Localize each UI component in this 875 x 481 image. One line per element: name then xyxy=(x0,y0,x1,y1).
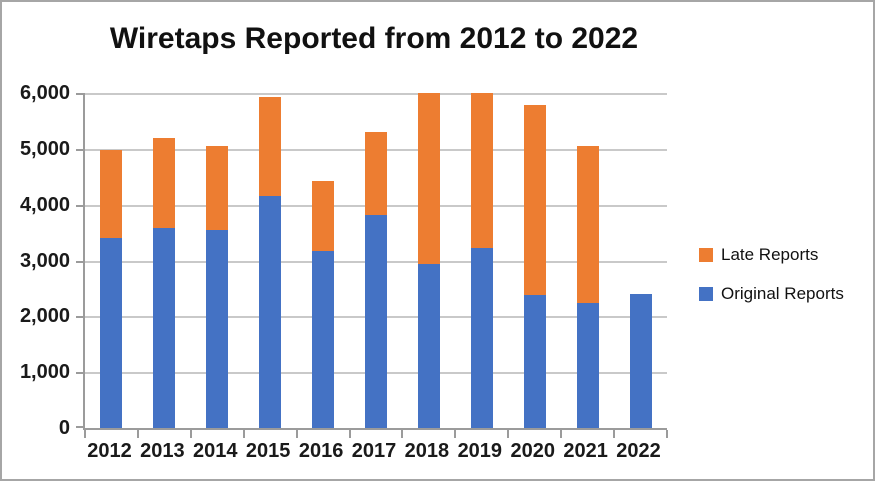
x-axis-tick xyxy=(189,430,192,438)
bar-2020-original-reports xyxy=(523,295,546,428)
bar-2016-late-reports xyxy=(312,181,335,252)
bar-2014-original-reports xyxy=(206,229,229,428)
bar-2019-original-reports xyxy=(470,247,493,428)
y-axis-label: 1,000 xyxy=(19,361,70,384)
bar-2013-late-reports xyxy=(153,137,176,229)
x-axis-label: 2017 xyxy=(351,440,397,462)
x-axis-tick xyxy=(560,430,563,438)
y-axis-tick xyxy=(76,372,85,375)
x-axis-tick xyxy=(84,430,86,438)
bar-2018-late-reports xyxy=(417,93,440,265)
x-axis-label: 2014 xyxy=(193,440,238,462)
bar-2020-late-reports xyxy=(523,105,546,296)
x-axis-tick xyxy=(295,430,298,438)
y-axis-label: 4,000 xyxy=(19,193,70,216)
y-axis-tick xyxy=(76,93,85,95)
bar-2012-late-reports xyxy=(100,150,123,239)
y-axis-tick xyxy=(76,316,85,319)
bar-2021-original-reports xyxy=(576,302,599,428)
bar-2016-original-reports xyxy=(312,251,335,428)
plot-area xyxy=(76,93,668,438)
x-axis-label: 2012 xyxy=(87,440,132,462)
bar-2013-original-reports xyxy=(153,228,176,428)
y-axis-label: 6,000 xyxy=(19,82,70,104)
y-axis-tick xyxy=(76,260,85,263)
y-axis-tick xyxy=(76,204,85,207)
x-axis-tick xyxy=(454,430,457,438)
x-axis-tick xyxy=(401,430,404,438)
legend-label: Original Reports xyxy=(721,284,844,303)
bar-2012-original-reports xyxy=(100,238,123,428)
y-axis-tick xyxy=(76,426,85,428)
x-axis-label: 2021 xyxy=(563,440,608,462)
x-axis-label: 2020 xyxy=(510,440,555,462)
bar-2018-original-reports xyxy=(417,264,440,428)
bar-2021-late-reports xyxy=(576,146,599,303)
x-axis-tick xyxy=(507,430,510,438)
legend: Late Reports Original Reports xyxy=(699,245,844,323)
bar-2015-late-reports xyxy=(259,97,282,197)
y-axis-label: 5,000 xyxy=(19,137,70,160)
x-axis-label: 2016 xyxy=(298,440,344,462)
bar-2017-original-reports xyxy=(365,215,387,428)
bar-2015-original-reports xyxy=(259,196,282,428)
bar-2017-late-reports xyxy=(365,131,387,216)
y-axis-label: 0 xyxy=(58,417,70,439)
x-axis-label: 2018 xyxy=(404,440,450,462)
y-axis-label: 2,000 xyxy=(19,305,70,328)
x-axis-label: 2013 xyxy=(140,440,185,462)
x-axis-label: 2015 xyxy=(245,440,291,462)
x-axis-label: 2022 xyxy=(616,440,661,462)
legend-item-late-reports: Late Reports xyxy=(699,245,844,265)
y-axis-tick xyxy=(76,148,85,151)
y-axis-label: 3,000 xyxy=(19,249,70,272)
x-axis-tick xyxy=(613,430,616,438)
bar-2014-late-reports xyxy=(206,146,229,230)
gridline xyxy=(85,93,667,95)
x-axis-tick xyxy=(136,430,139,438)
legend-swatch-late-reports xyxy=(699,248,713,262)
bar-2019-late-reports xyxy=(470,93,493,248)
chart-title: Wiretaps Reported from 2012 to 2022 xyxy=(109,22,639,55)
legend-swatch-original-reports xyxy=(699,287,713,301)
x-axis-tick xyxy=(348,430,351,438)
x-axis-tick xyxy=(242,430,245,438)
x-axis-tick xyxy=(666,430,668,438)
legend-item-original-reports: Original Reports xyxy=(699,284,844,304)
legend-label: Late Reports xyxy=(721,245,819,264)
bar-2022-original-reports xyxy=(629,293,652,428)
x-axis-label: 2019 xyxy=(457,440,503,462)
